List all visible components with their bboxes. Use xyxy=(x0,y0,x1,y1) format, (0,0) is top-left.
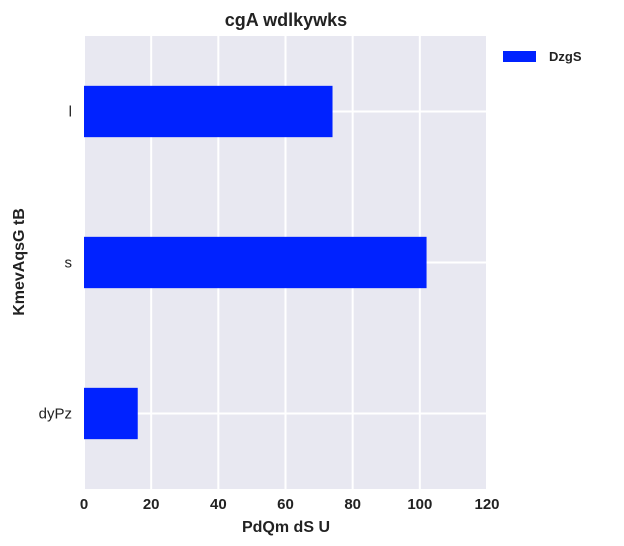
y-tick-label: l xyxy=(69,104,72,121)
y-axis-label: KmevAqsG tB xyxy=(11,208,28,316)
x-tick-label: 100 xyxy=(407,496,432,513)
chart-title: cgA wdlkywks xyxy=(225,10,347,30)
bar-dyPz xyxy=(84,387,138,440)
legend: DzgS xyxy=(503,49,582,64)
x-tick-label: 40 xyxy=(210,496,227,513)
x-tick-label: 60 xyxy=(277,496,294,513)
x-tick-label: 0 xyxy=(80,496,88,513)
y-tick-labels: l s dyPz xyxy=(39,104,72,423)
x-tick-label: 80 xyxy=(344,496,361,513)
legend-label: DzgS xyxy=(549,49,582,64)
bar-s xyxy=(84,236,427,289)
x-axis-label: PdQm dS U xyxy=(242,519,330,536)
bars xyxy=(84,85,427,440)
y-tick-label: s xyxy=(65,255,73,272)
legend-swatch xyxy=(503,51,536,62)
y-tick-label: dyPz xyxy=(39,406,72,423)
bar-l xyxy=(84,85,333,138)
x-tick-labels: 0 20 40 60 80 100 120 xyxy=(80,496,500,513)
x-tick-label: 120 xyxy=(474,496,499,513)
x-tick-label: 20 xyxy=(143,496,160,513)
